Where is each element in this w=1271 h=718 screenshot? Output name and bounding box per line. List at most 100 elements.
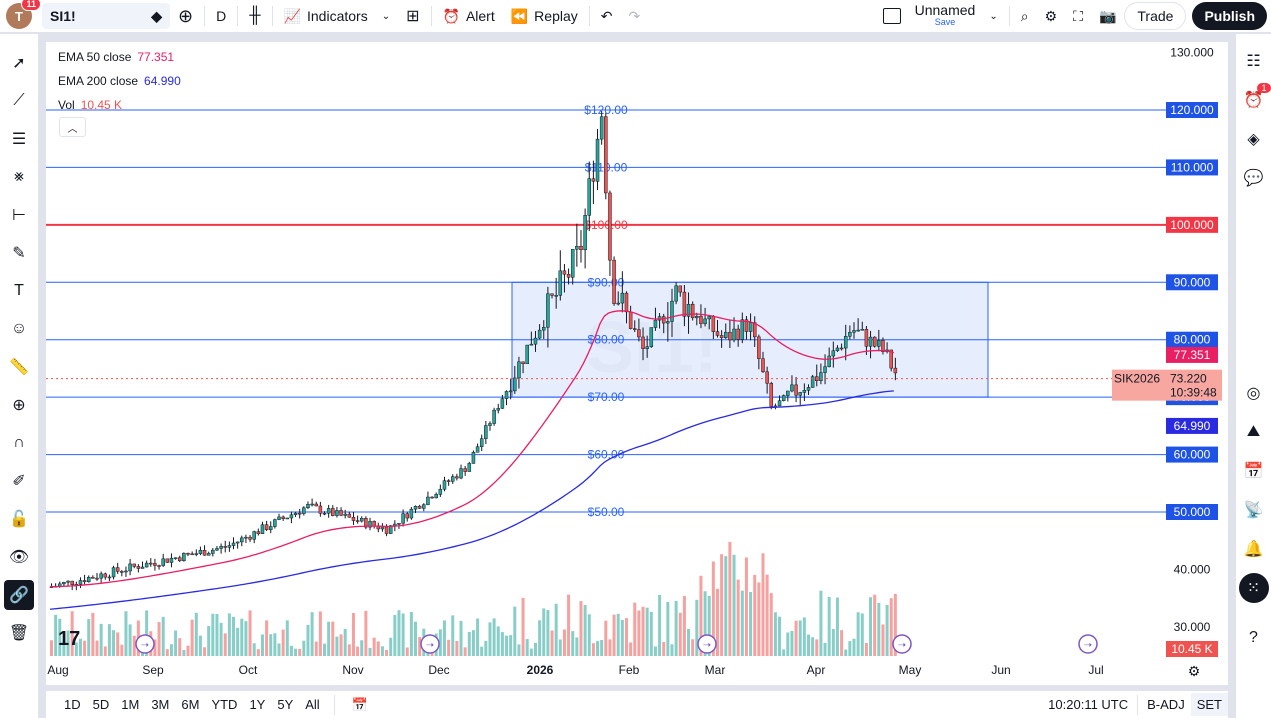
interval-button[interactable]: D [208, 0, 234, 33]
legend-ema50[interactable]: EMA 50 close 77.351 [58, 45, 181, 69]
chart-type-button[interactable]: ╫ [241, 0, 268, 33]
legend-vol[interactable]: Vol 10.45 K [58, 93, 181, 117]
volume-bar [567, 594, 571, 656]
volume-bar [649, 611, 653, 656]
user-avatar[interactable]: T 11 [6, 0, 41, 29]
range-button[interactable]: 1M [121, 697, 140, 712]
chart-legend: EMA 50 close 77.351 EMA 200 close 64.990… [58, 45, 181, 117]
volume-bar [294, 648, 298, 656]
bell-icon[interactable]: 🔔 [1243, 541, 1264, 558]
trend-line-icon[interactable]: ⟋ [13, 92, 25, 109]
help-icon[interactable]: ? [1249, 629, 1258, 646]
trash-icon[interactable]: 🗑 [8, 625, 30, 642]
tradingview-logo: 17 [58, 628, 80, 650]
candle-body [599, 116, 604, 140]
candle-body [546, 293, 550, 328]
candle-body [707, 316, 711, 320]
lock-icon[interactable]: 🔓 [9, 511, 29, 528]
collapse-legend-button[interactable]: ︿ [59, 117, 86, 137]
clock[interactable]: 10:20:11 UTC [1048, 697, 1129, 712]
fib-icon[interactable]: ☰ [11, 131, 27, 148]
indicators-button[interactable]: 📈 Indicators ⌄ [276, 0, 399, 33]
candle-body [554, 295, 558, 297]
candle-body [550, 293, 554, 296]
range-button[interactable]: 1D [64, 697, 81, 712]
volume-bar [269, 634, 273, 656]
range-button[interactable]: 3M [151, 697, 170, 712]
candle-body [442, 480, 447, 490]
volume-bar [513, 606, 517, 656]
layouts-button[interactable]: ⊞ [398, 0, 427, 33]
text-icon[interactable]: T [14, 282, 24, 299]
magnet-icon[interactable]: ∩ [13, 434, 25, 451]
session-button[interactable]: SET [1190, 693, 1228, 716]
link-icon[interactable]: 🔗 [4, 580, 34, 610]
snapshot-button[interactable]: 📷 [1091, 0, 1124, 33]
adjustment-button[interactable]: B-ADJ [1147, 697, 1185, 712]
zoom-in-icon[interactable]: ⊕ [12, 397, 26, 414]
price-scale [1168, 42, 1228, 685]
price-tag: 50.000 [1174, 505, 1211, 519]
ema50-line [49, 310, 895, 588]
layout-name[interactable]: Unnamed Save [909, 3, 982, 28]
ruler-icon[interactable]: 📏 [9, 359, 29, 376]
settings-button[interactable]: ⚙ [1037, 0, 1066, 33]
redo-button[interactable]: ↷ [621, 0, 649, 33]
range-button[interactable]: 6M [181, 697, 200, 712]
forecast-icon[interactable]: ⊢ [12, 207, 26, 224]
volume-bar [54, 614, 58, 656]
layout-menu[interactable]: ⌄ [981, 0, 1005, 33]
alert-button[interactable]: ⏰ Alert [435, 0, 503, 33]
range-button[interactable]: 5Y [277, 697, 294, 712]
fullscreen-button[interactable]: ⛶ [1065, 0, 1091, 33]
apps-grid-icon[interactable]: ⁙ [1238, 573, 1269, 603]
range-button[interactable]: All [305, 697, 320, 712]
volume-bar [236, 627, 240, 656]
candle-body [500, 398, 505, 409]
stay-in-drawing-icon[interactable]: ✐ [12, 473, 26, 490]
range-button[interactable]: 1Y [249, 697, 266, 712]
trade-button[interactable]: Trade [1124, 2, 1187, 30]
pine-icon[interactable]: ⛰ [1246, 423, 1261, 440]
candle-body [446, 480, 451, 482]
calendar-icon[interactable]: 📅 [1243, 463, 1264, 480]
legend-ema200[interactable]: EMA 200 close 64.990 [58, 69, 181, 93]
candle-body [893, 367, 898, 374]
layout-checkbox[interactable] [875, 0, 909, 33]
cursor-icon[interactable]: ➚ [12, 55, 26, 72]
layers-icon[interactable]: ◈ [1247, 131, 1260, 148]
price-tag-bg [1166, 331, 1218, 348]
alerts-clock-icon[interactable]: ⏰ 1 [1239, 83, 1271, 115]
sparkle-icon[interactable]: ◆ [151, 7, 162, 24]
watchlist-icon[interactable]: ☷ [1246, 53, 1261, 70]
symbol-search[interactable]: SI1! ◆ [42, 3, 170, 29]
range-button[interactable]: 5D [92, 697, 110, 712]
pattern-icon[interactable]: ⨳ [14, 168, 24, 185]
candle-body [591, 178, 596, 182]
replay-button[interactable]: ⏪ Replay [503, 0, 586, 33]
divider [1137, 694, 1139, 715]
volume-bar [604, 620, 608, 656]
price-chart[interactable]: SI1!$120.00120.000$110.00110.000$100.001… [46, 42, 1228, 685]
candle-body [306, 504, 310, 509]
compare-button[interactable]: ⊕ [170, 0, 201, 33]
candle-body [558, 270, 563, 296]
emoji-icon[interactable]: ☺ [10, 320, 28, 337]
target-icon[interactable]: ◎ [1246, 385, 1261, 402]
candle-body [852, 330, 856, 333]
quick-search-button[interactable]: ⌕ [1013, 0, 1037, 33]
undo-button[interactable]: ↶ [593, 0, 621, 33]
chat-icon[interactable]: 💬 [1243, 170, 1264, 187]
volume-bar [790, 630, 794, 656]
volume-bar [505, 635, 509, 656]
range-button[interactable]: YTD [211, 697, 238, 712]
brush-icon[interactable]: ✎ [12, 245, 26, 262]
chart-pane[interactable]: SI1!$120.00120.000$110.00110.000$100.001… [46, 42, 1228, 685]
eye-icon[interactable]: 👁 [8, 549, 30, 566]
volume-bar [91, 612, 95, 656]
candle-body [364, 518, 368, 528]
date-range-icon[interactable]: 📅 [351, 696, 368, 712]
broadcast-icon[interactable]: 📡 [1243, 502, 1264, 519]
volume-bar [252, 643, 256, 656]
publish-button[interactable]: Publish [1192, 2, 1267, 30]
